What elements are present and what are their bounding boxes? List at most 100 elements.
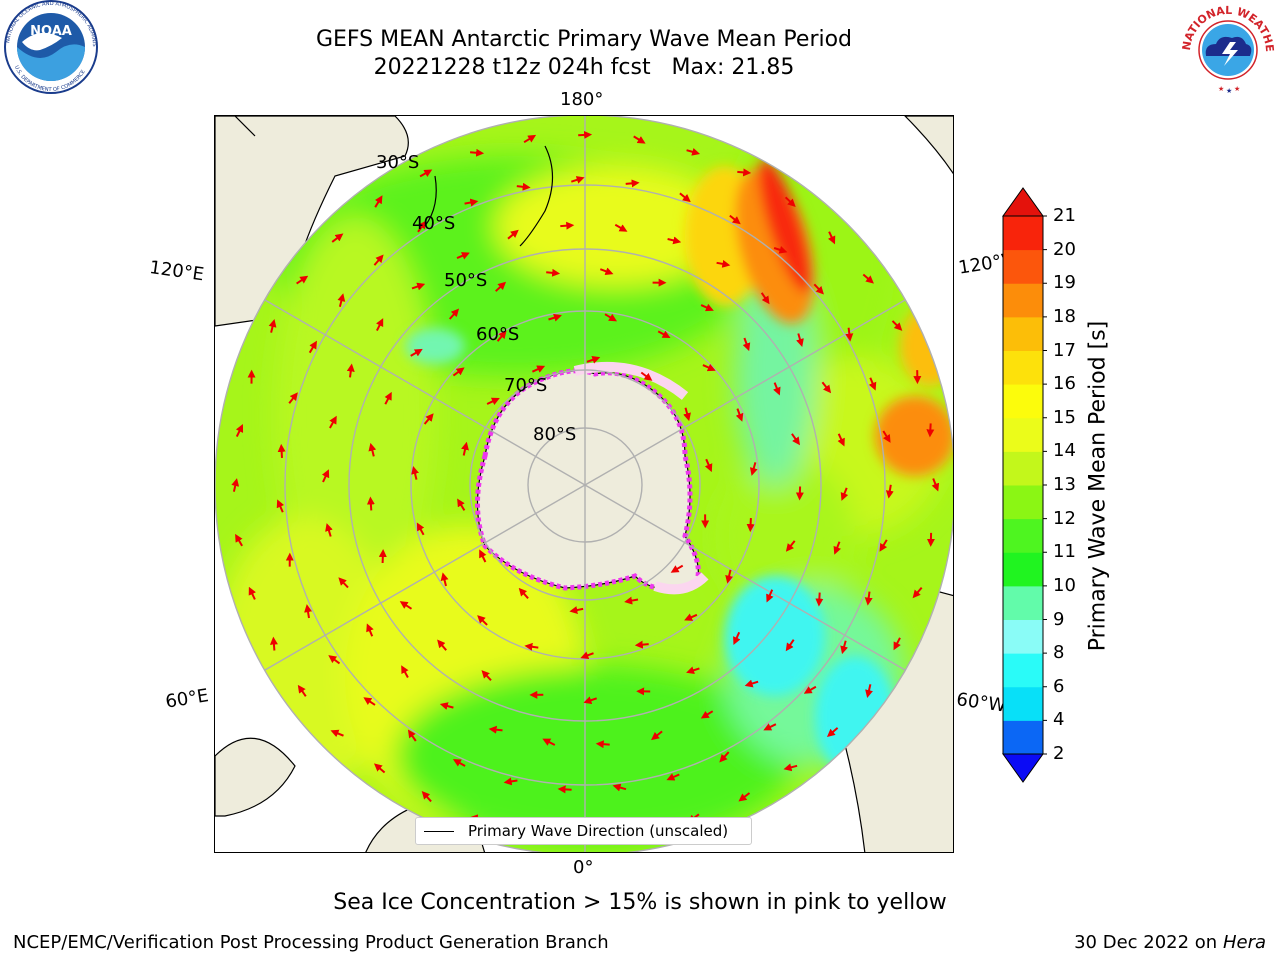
colorbar-segment bbox=[1003, 585, 1043, 620]
wave-arrow bbox=[737, 168, 752, 177]
wave-arrow bbox=[248, 586, 256, 600]
wave-arrow bbox=[749, 462, 758, 476]
wave-arrow bbox=[683, 407, 691, 422]
wave-arrow bbox=[503, 777, 518, 786]
wave-arrow bbox=[684, 613, 698, 621]
wave-arrow bbox=[725, 569, 734, 584]
legend-line-swatch bbox=[424, 830, 454, 832]
wave-arrow bbox=[931, 478, 940, 492]
wave-arrow bbox=[338, 577, 349, 589]
wave-arrow bbox=[231, 478, 240, 492]
wave-arrow bbox=[373, 254, 384, 266]
wave-arrow bbox=[865, 684, 873, 698]
wave-arrow bbox=[488, 725, 503, 734]
wave-arrow bbox=[531, 365, 546, 373]
nws-logo: NATIONAL WEATHER SERVICE ★ ★ ★ bbox=[1174, 0, 1278, 100]
colorbar-segment bbox=[1003, 316, 1043, 351]
colorbar-over-extension bbox=[1002, 187, 1044, 217]
wave-arrow bbox=[411, 466, 419, 480]
wave-arrow bbox=[461, 441, 469, 456]
colorbar-segment bbox=[1003, 485, 1043, 520]
wave-arrow bbox=[578, 130, 593, 139]
wave-arrow bbox=[815, 592, 824, 607]
colorbar-segment bbox=[1003, 417, 1043, 452]
wave-arrow bbox=[634, 640, 649, 649]
wave-arrow bbox=[704, 458, 713, 473]
colorbar-tick-label: 2 bbox=[1053, 743, 1065, 764]
lon-label-60e: 60°E bbox=[164, 685, 211, 713]
colorbar-tick-label: 14 bbox=[1053, 440, 1076, 462]
colorbar-segment bbox=[1003, 720, 1043, 755]
wave-arrow bbox=[384, 391, 392, 405]
lon-label-180: 180° bbox=[560, 89, 604, 110]
colorbar-segment bbox=[1003, 216, 1043, 251]
wave-arrow bbox=[456, 252, 470, 260]
wave-arrow bbox=[308, 340, 317, 354]
wave-arrow bbox=[868, 377, 877, 391]
colorbar-tick-label: 19 bbox=[1053, 272, 1076, 294]
lat-label-40s: 40°S bbox=[412, 213, 456, 234]
wave-arrow bbox=[746, 518, 755, 533]
wave-arrow bbox=[784, 196, 796, 207]
footer-machine: Hera bbox=[1222, 932, 1266, 953]
wave-arrow bbox=[366, 496, 375, 511]
wave-arrow bbox=[296, 275, 309, 285]
wave-arrow bbox=[329, 415, 337, 429]
svg-text:★: ★ bbox=[1226, 87, 1232, 95]
footer-date-text: 30 Dec 2022 on bbox=[1074, 932, 1218, 953]
colorbar-tick-label: 12 bbox=[1053, 507, 1076, 529]
lat-label-60s: 60°S bbox=[476, 324, 520, 345]
wave-arrow bbox=[826, 727, 839, 737]
wave-arrow bbox=[657, 330, 671, 338]
wave-arrow bbox=[827, 231, 836, 245]
wave-arrow bbox=[410, 348, 423, 357]
wave-arrow bbox=[716, 259, 731, 268]
wave-arrow bbox=[235, 533, 243, 547]
colorbar-tick-label: 18 bbox=[1053, 305, 1076, 327]
wave-arrow bbox=[586, 356, 601, 364]
wave-arrow bbox=[518, 587, 529, 599]
wave-arrow bbox=[719, 751, 730, 763]
wave-arrow bbox=[496, 330, 507, 342]
wave-arrow bbox=[457, 498, 466, 511]
colorbar-segment bbox=[1003, 653, 1043, 688]
wave-arrow bbox=[667, 236, 682, 245]
wave-arrow bbox=[523, 134, 537, 144]
wave-arrow bbox=[760, 292, 770, 305]
wave-arrow bbox=[783, 763, 798, 772]
map-subtitle: 20221228 t12z 024h fcst Max: 21.85 bbox=[373, 55, 795, 80]
wave-arrow bbox=[599, 267, 614, 276]
wave-arrow bbox=[735, 408, 744, 422]
wave-arrow bbox=[569, 606, 584, 614]
wave-arrow bbox=[557, 785, 572, 794]
colorbar-tick-label: 20 bbox=[1053, 238, 1076, 260]
wave-arrow bbox=[885, 484, 894, 499]
wave-arrow bbox=[891, 320, 903, 331]
wave-arrow bbox=[912, 586, 923, 599]
sea-ice-note: Sea Ice Concentration > 15% is shown in … bbox=[333, 890, 947, 915]
colorbar-tick-label: 16 bbox=[1053, 373, 1076, 395]
svg-text:★: ★ bbox=[1234, 85, 1240, 93]
map-canvas bbox=[215, 116, 953, 852]
svg-text:★: ★ bbox=[1218, 85, 1224, 93]
wave-arrow bbox=[542, 738, 556, 746]
wave-arrow bbox=[464, 198, 479, 207]
colorbar-tick-label: 8 bbox=[1053, 642, 1065, 664]
wave-arrow bbox=[840, 487, 849, 501]
wave-arrow bbox=[439, 702, 454, 710]
wave-arrow bbox=[297, 684, 307, 697]
lon-label-0: 0° bbox=[573, 857, 594, 878]
legend-label: Primary Wave Direction (unscaled) bbox=[468, 822, 729, 840]
colorbar bbox=[998, 186, 1048, 786]
wave-arrow bbox=[560, 221, 575, 230]
wave-arrow bbox=[479, 549, 487, 563]
lat-label-50s: 50°S bbox=[444, 270, 488, 291]
wave-arrow bbox=[277, 443, 286, 458]
wave-arrow bbox=[235, 424, 244, 438]
wave-arrow bbox=[785, 540, 796, 552]
wave-arrow bbox=[742, 337, 751, 352]
wave-arrow bbox=[686, 666, 700, 675]
colorbar-ticks: 2 4 6 8 9 10 11 12 13 14 15 16 17 18 19 20 21 bbox=[1050, 186, 1090, 786]
noaa-logo: NOAA NATIONAL OCEANIC AND ATMOSPHERIC AD… bbox=[0, 0, 104, 100]
colorbar-tick-label: 6 bbox=[1053, 675, 1065, 697]
